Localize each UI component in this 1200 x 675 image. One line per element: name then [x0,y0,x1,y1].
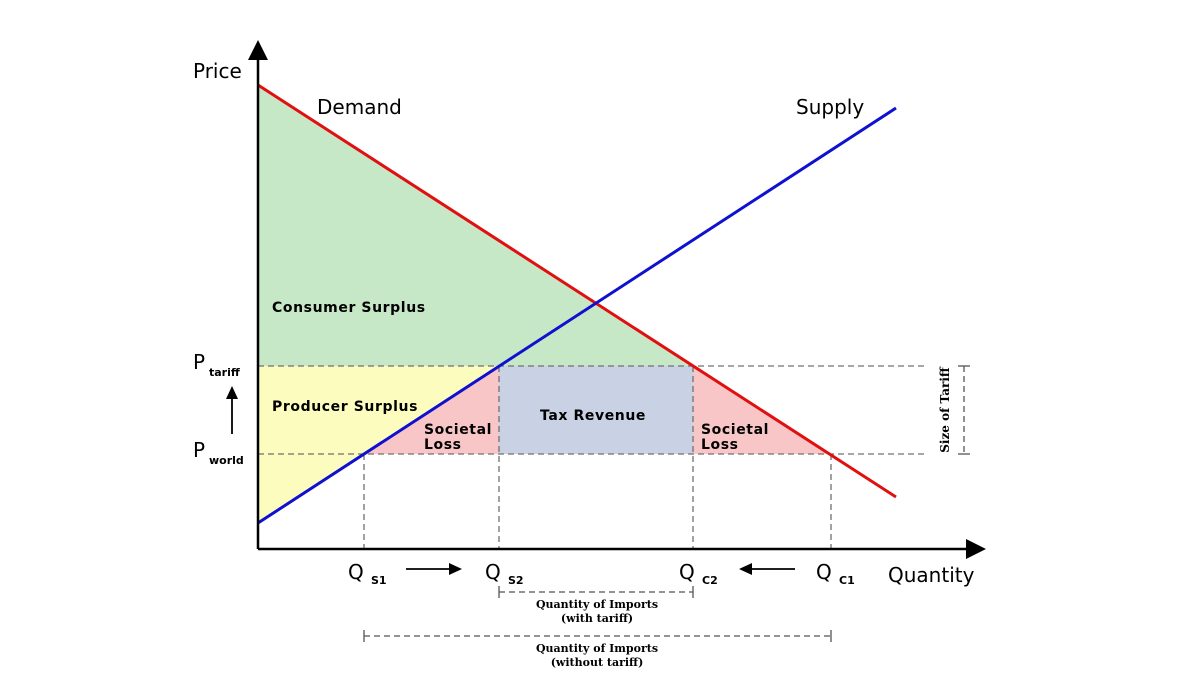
price-increase-arrowhead-icon [226,386,238,399]
svg-text:world: world [209,454,244,467]
svg-text:C1: C1 [839,574,855,587]
svg-text:S2: S2 [508,574,524,587]
qs2-label: Q S2 [485,560,524,587]
qc-shift-arrowhead-icon [739,563,752,575]
svg-text:Q: Q [485,560,501,584]
imports-without-tariff-label: Quantity of Imports (without tariff) [536,642,658,669]
size-of-tariff-label: Size of Tariff [938,366,952,453]
size-of-tariff-bracket [958,365,970,455]
y-axis-arrow-icon [248,40,268,60]
svg-text:Quantity of Imports: Quantity of Imports [536,598,658,611]
svg-text:Quantity of Imports: Quantity of Imports [536,642,658,655]
svg-text:Societal: Societal [701,422,769,438]
qc2-label: Q C2 [679,560,718,587]
svg-text:Loss: Loss [701,437,739,453]
svg-text:P: P [193,350,205,374]
supply-curve [257,106,897,525]
societal-loss-right-label: Societal Loss [701,422,769,453]
demand-label: Demand [317,95,402,119]
p-world-label: P world [193,438,244,467]
svg-text:Q: Q [348,560,364,584]
imports-with-tariff-label: Quantity of Imports (with tariff) [536,598,658,625]
svg-text:Q: Q [679,560,695,584]
qs-shift-arrowhead-icon [449,563,462,575]
svg-text:C2: C2 [702,574,718,587]
y-axis-label: Price [193,59,242,83]
societal-loss-left-label: Societal Loss [424,422,492,453]
producer-surplus-label: Producer Surplus [272,399,418,415]
demand-curve [257,83,897,499]
svg-text:Q: Q [816,560,832,584]
x-axis-arrow-icon [966,539,986,559]
svg-text:Loss: Loss [424,437,462,453]
qs1-label: Q S1 [348,560,387,587]
supply-label: Supply [796,95,864,119]
svg-text:tariff: tariff [209,366,240,379]
tax-revenue-region [499,366,693,454]
imports-without-tariff-bracket [363,630,832,642]
svg-text:P: P [193,438,205,462]
p-tariff-label: P tariff [193,350,240,379]
tax-revenue-label: Tax Revenue [540,408,646,424]
svg-text:(with tariff): (with tariff) [561,612,633,625]
imports-with-tariff-bracket [498,586,694,598]
x-axis-label: Quantity [888,563,975,587]
consumer-surplus-label: Consumer Surplus [272,300,426,316]
svg-text:S1: S1 [371,574,387,587]
svg-text:Societal: Societal [424,422,492,438]
qc1-label: Q C1 [816,560,855,587]
svg-text:(without tariff): (without tariff) [551,656,644,669]
